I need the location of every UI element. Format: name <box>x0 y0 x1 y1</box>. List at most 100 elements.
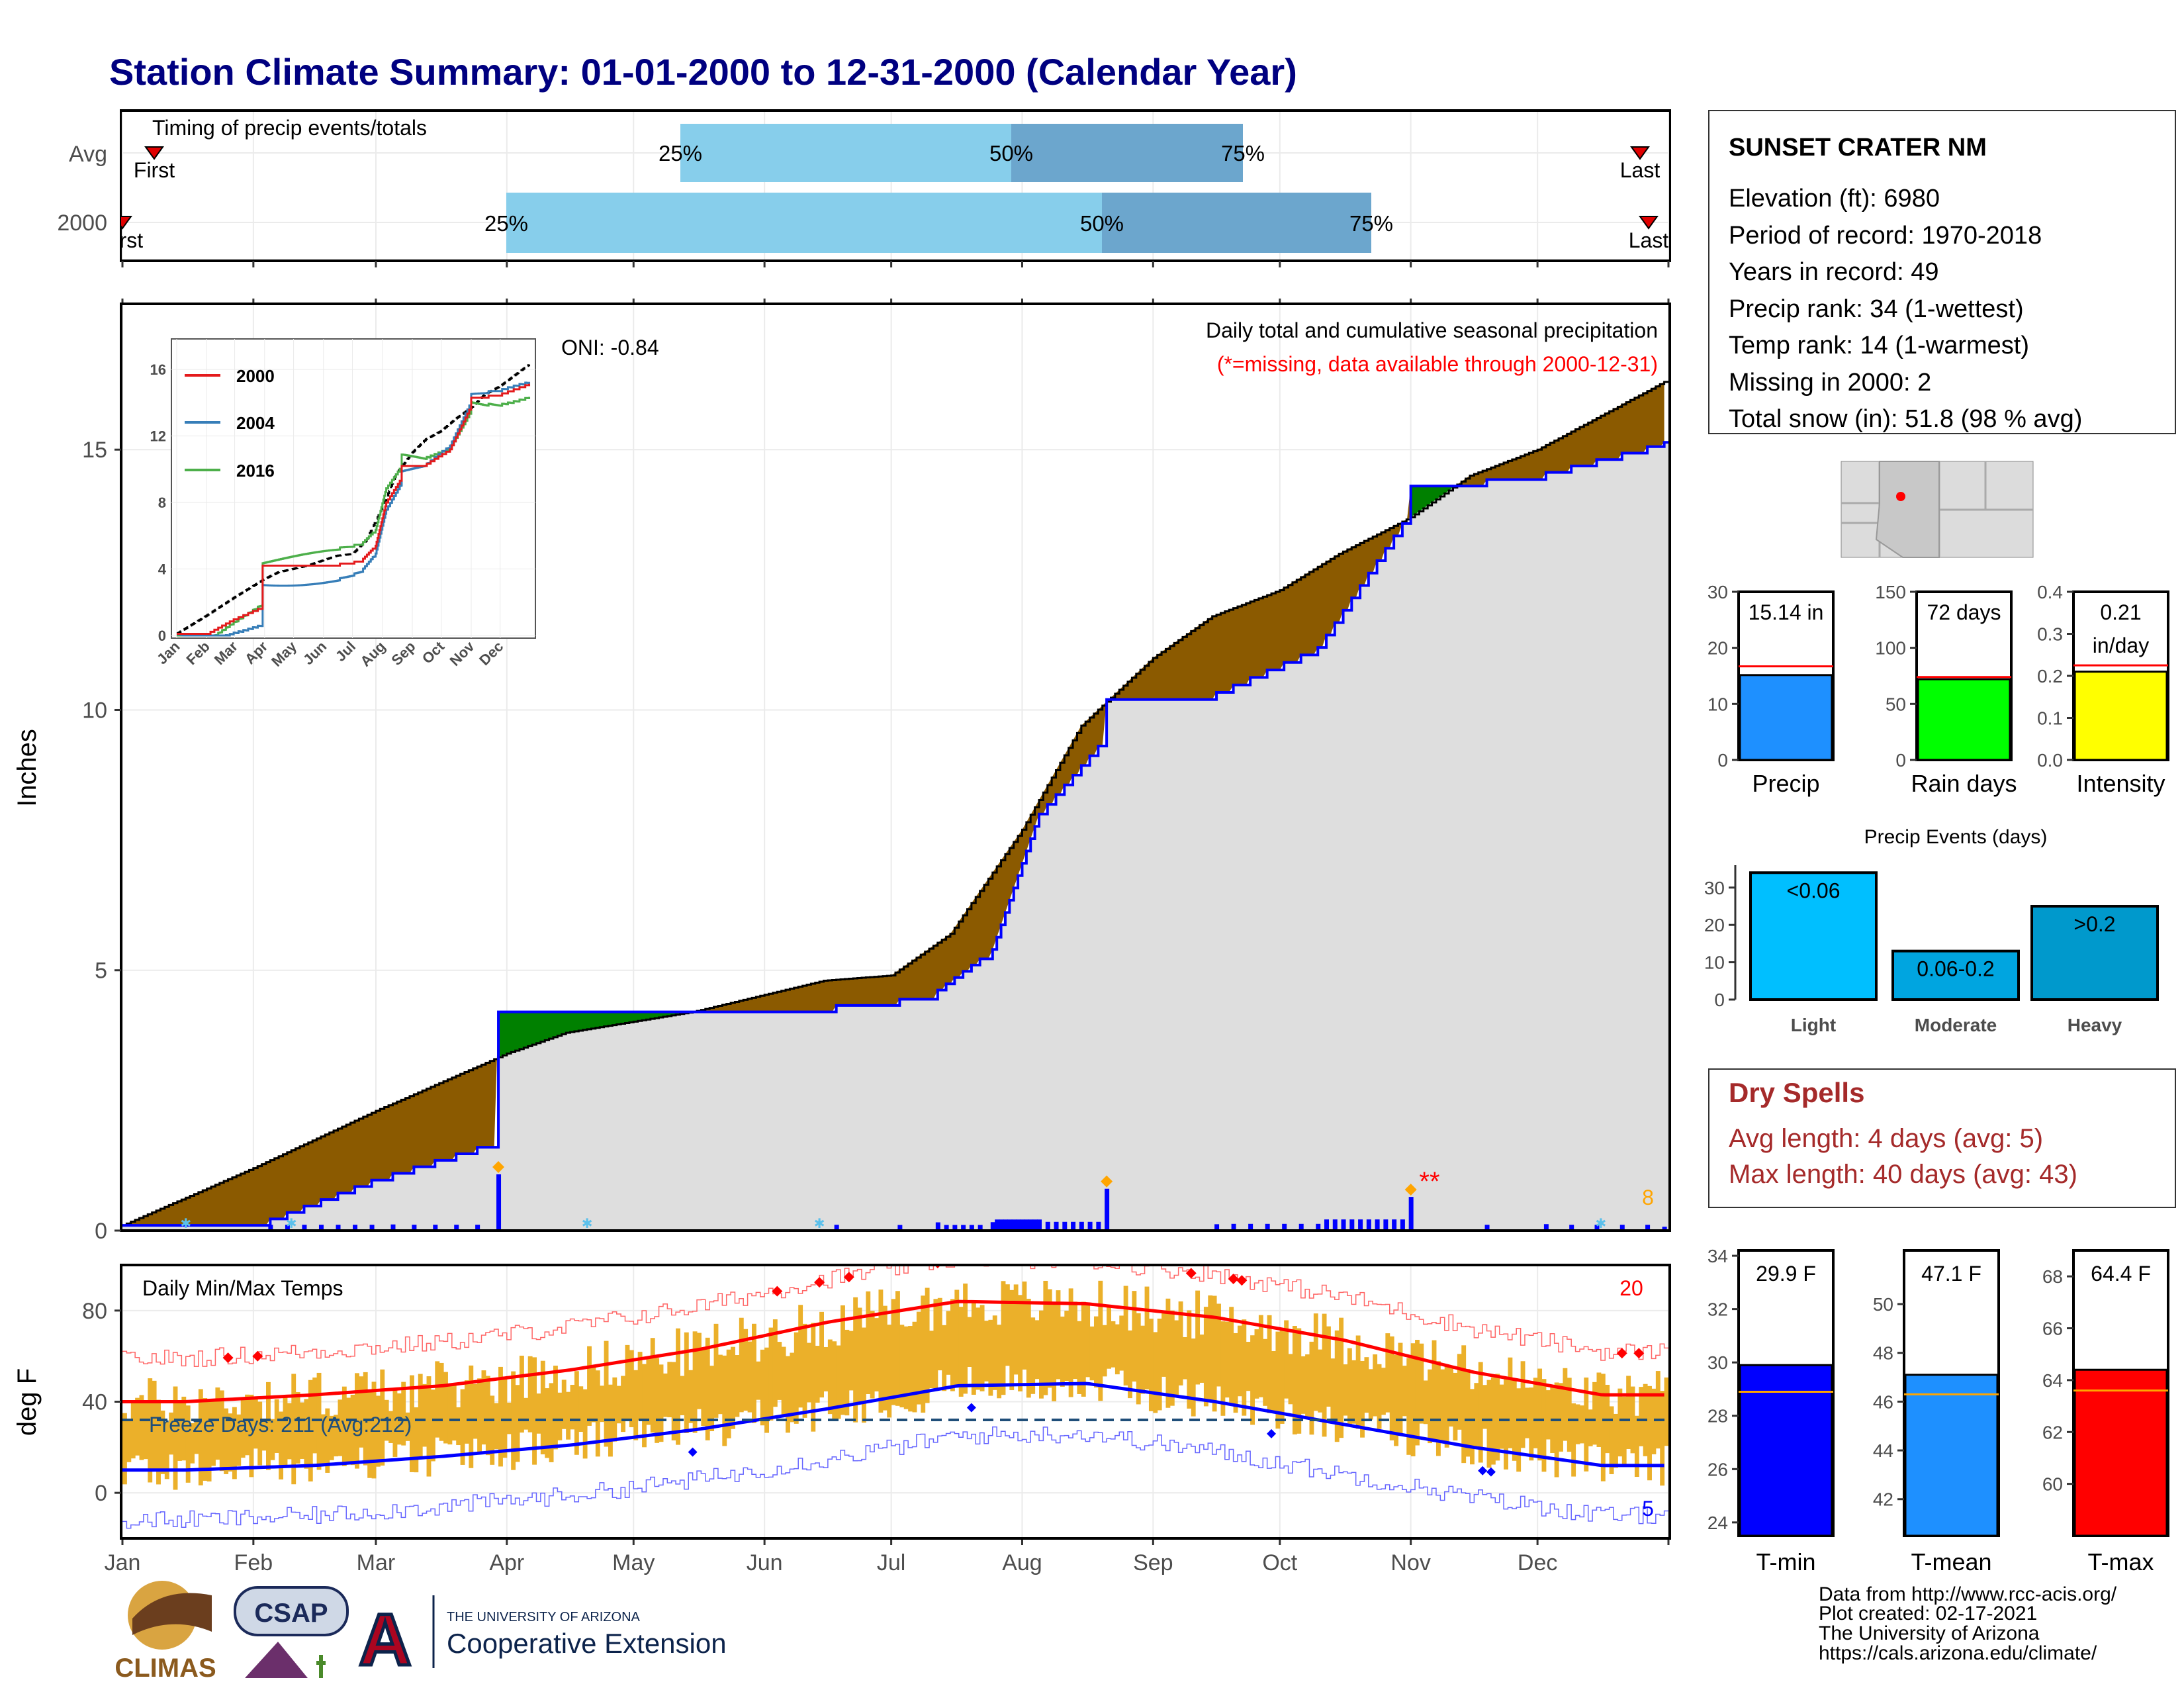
daily-temp-range-bar <box>367 1391 373 1478</box>
daily-temp-range-bar <box>1651 1388 1657 1454</box>
daily-temp-range-bar <box>1174 1320 1179 1396</box>
daily-temp-range-bar <box>1410 1343 1416 1457</box>
ua-extension-line: Cooperative Extension <box>447 1628 727 1659</box>
daily-temp-range-bar <box>768 1327 774 1421</box>
daily-precip-bar <box>990 1222 995 1231</box>
daily-temp-range-bar <box>1005 1284 1010 1366</box>
daily-temp-range-bar <box>848 1331 854 1391</box>
daily-temp-range-bar <box>1009 1289 1015 1391</box>
daily-temp-range-bar <box>1592 1382 1597 1445</box>
daily-temp-range-bar <box>481 1370 486 1445</box>
station-temp-rank: Temp rank: 14 (1-warmest) <box>1729 332 2029 359</box>
daily-temp-range-bar <box>1334 1330 1340 1442</box>
daily-temp-range-bar <box>185 1405 191 1483</box>
temp-min-count: 5 <box>1642 1497 1654 1521</box>
daily-temp-range-bar <box>1284 1320 1289 1399</box>
daily-precip-bar <box>1484 1225 1490 1231</box>
record-high-marker <box>1633 1348 1645 1359</box>
daily-temp-range-bar <box>1111 1321 1116 1368</box>
daily-temp-range-bar <box>1047 1289 1052 1388</box>
daily-temp-range-bar <box>181 1396 187 1461</box>
missing-asterisks: ** <box>1419 1167 1439 1196</box>
daily-temp-range-bar <box>1482 1385 1488 1429</box>
daily-temp-range-bar <box>731 1346 735 1429</box>
daily-temp-range-bar <box>684 1332 689 1433</box>
daily-precip-bar <box>1003 1219 1008 1231</box>
daily-temp-range-bar <box>1056 1290 1061 1380</box>
daily-precip-bar <box>1569 1225 1574 1231</box>
daily-temp-range-bar <box>1242 1319 1247 1416</box>
daily-temp-range-bar <box>519 1355 524 1433</box>
month-tick-label: Nov <box>1390 1550 1430 1575</box>
map-arizona-outline <box>1875 461 1940 558</box>
daily-temp-range-bar <box>1402 1366 1407 1417</box>
ua-a-logo-icon: A <box>359 1599 411 1681</box>
record-low-marker <box>1478 1466 1488 1476</box>
climas-emblem-swoosh <box>132 1593 212 1635</box>
daily-temp-range-bar <box>646 1357 651 1425</box>
month-tick-label: Mar <box>357 1550 396 1575</box>
daily-temp-range-bar <box>650 1338 655 1433</box>
month-tick-label: Jun <box>747 1550 783 1575</box>
daily-temp-range-bar <box>451 1385 457 1441</box>
precip-year-line <box>122 441 1668 1227</box>
daily-temp-range-bar <box>435 1361 440 1438</box>
daily-temp-range-bar <box>823 1346 829 1391</box>
daily-temp-range-bar <box>963 1284 968 1394</box>
daily-temp-range-bar <box>211 1399 216 1466</box>
daily-precip-bar <box>1096 1221 1101 1231</box>
daily-precip-bar <box>1071 1221 1076 1231</box>
precip-y-tick-label: 0 <box>95 1219 107 1244</box>
daily-temp-range-bar <box>1064 1311 1069 1382</box>
daily-temp-range-bar <box>308 1380 313 1481</box>
daily-temp-range-bar <box>1533 1378 1538 1448</box>
temp-summary-y-tick-label: 66 <box>2042 1319 2063 1339</box>
daily-temp-range-bar <box>811 1323 816 1432</box>
month-tick-label: May <box>612 1550 655 1575</box>
avg-min-temp-line <box>122 1382 1664 1472</box>
daily-temp-range-bar <box>1013 1284 1019 1375</box>
daily-temp-range-bar <box>1022 1281 1027 1370</box>
daily-temp-range-bar <box>266 1382 271 1470</box>
page-title: Station Climate Summary: 01-01-2000 to 1… <box>109 51 1297 93</box>
daily-temp-range-bar <box>1305 1354 1310 1417</box>
daily-temp-range-bar <box>895 1291 900 1406</box>
daily-temp-range-bar <box>655 1358 660 1443</box>
daily-temp-range-bar <box>1554 1382 1559 1477</box>
daily-temp-range-bar <box>1233 1333 1238 1413</box>
daily-temp-range-bar <box>126 1420 132 1462</box>
snow-marker-icon: ✱ <box>180 1217 191 1231</box>
daily-temp-range-bar <box>1474 1383 1479 1446</box>
daily-precip-bar <box>390 1224 396 1231</box>
daily-precip-bar <box>268 1225 273 1231</box>
station-box-frame <box>1708 110 2176 434</box>
inset-lines <box>176 364 531 637</box>
daily-temp-range-bar <box>1267 1315 1272 1413</box>
daily-precip-bar <box>1024 1219 1029 1231</box>
daily-temp-range-bar <box>1343 1364 1348 1416</box>
daily-temp-range-bar <box>1465 1369 1471 1457</box>
daily-temp-range-bar <box>473 1383 478 1439</box>
temp-y-tick-label: 0 <box>95 1481 107 1506</box>
daily-temp-range-bar <box>283 1397 288 1467</box>
timing-avg-last-label: Last <box>1620 158 1661 182</box>
daily-precip-bar <box>1594 1225 1600 1231</box>
daily-temp-range-bar <box>261 1420 267 1451</box>
daily-temp-range-bar <box>410 1375 414 1472</box>
temp-summary-y-tick-label: 48 <box>1873 1343 1893 1364</box>
daily-temp-range-bar <box>224 1408 229 1474</box>
daily-temp-range-bar <box>1026 1298 1031 1398</box>
temp-summary-y-tick-label: 68 <box>2042 1266 2063 1287</box>
precip-corner-count: 8 <box>1642 1186 1654 1209</box>
daily-temp-range-bar <box>921 1295 926 1413</box>
daily-temp-range-bar <box>937 1297 942 1371</box>
daily-temp-range-bar <box>777 1342 782 1400</box>
station-period: Period of record: 1970-2018 <box>1729 222 2042 250</box>
station-elevation: Elevation (ft): 6980 <box>1729 185 1940 212</box>
daily-temp-range-bar <box>1144 1286 1150 1389</box>
events-y-tick-label: 0 <box>1714 990 1725 1010</box>
precip-heading: Daily total and cumulative seasonal prec… <box>1206 318 1658 342</box>
daily-temp-range-bar <box>844 1329 850 1416</box>
temp-summary-y-tick-label: 24 <box>1707 1513 1728 1533</box>
dry-spells-title: Dry Spells <box>1729 1077 1864 1108</box>
